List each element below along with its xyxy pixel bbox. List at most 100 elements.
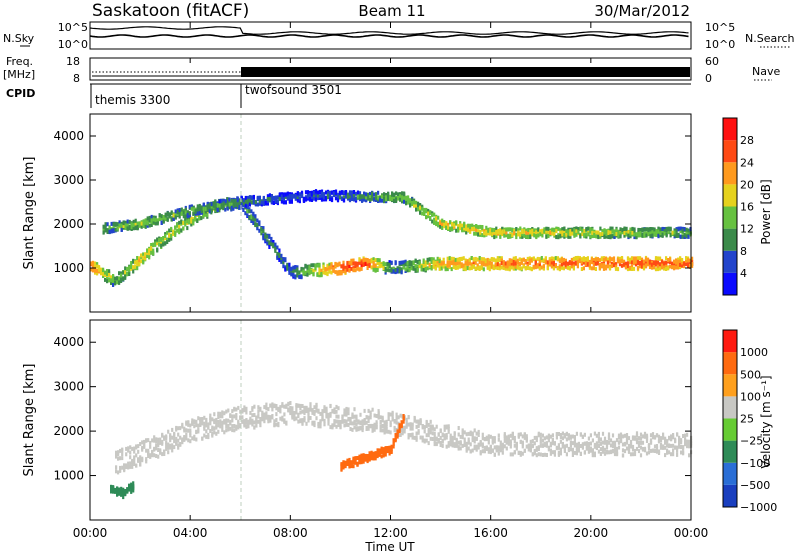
velocity-pixel bbox=[365, 415, 368, 420]
power-pixel bbox=[578, 258, 581, 263]
velocity-pixel bbox=[672, 433, 675, 437]
velocity-pixel bbox=[595, 445, 598, 450]
velocity-pixel bbox=[209, 421, 212, 426]
power-pixel bbox=[511, 233, 514, 237]
velocity-colorbar-tick: −1000 bbox=[740, 501, 777, 514]
velocity-pixel bbox=[215, 431, 218, 436]
velocity-pixel bbox=[647, 444, 651, 449]
velocity-pixel bbox=[128, 484, 131, 489]
power-pixel bbox=[366, 266, 369, 270]
power-pixel bbox=[567, 231, 570, 236]
power-pixel bbox=[576, 255, 579, 260]
power-pixel bbox=[673, 232, 676, 237]
power-pixel bbox=[441, 218, 444, 223]
power-pixel bbox=[643, 227, 646, 232]
power-pixel bbox=[576, 259, 579, 264]
velocity-pixel bbox=[358, 460, 361, 465]
power-pixel bbox=[122, 276, 125, 281]
power-pixel bbox=[583, 229, 586, 234]
velocity-pixel bbox=[467, 446, 470, 451]
velocity-pixel bbox=[475, 431, 478, 436]
velocity-pixel bbox=[116, 489, 119, 494]
power-pixel bbox=[470, 256, 473, 261]
velocity-pixel bbox=[617, 445, 621, 450]
velocity-pixel bbox=[191, 436, 194, 441]
velocity-pixel bbox=[133, 455, 136, 460]
velocity-pixel bbox=[633, 436, 637, 441]
power-pixel bbox=[140, 221, 143, 226]
power-pixel bbox=[90, 261, 93, 266]
velocity-pixel bbox=[313, 411, 316, 416]
velocity-pixel bbox=[672, 448, 675, 453]
power-pixel bbox=[503, 233, 506, 238]
velocity-pixel bbox=[217, 423, 220, 428]
velocity-pixel bbox=[165, 440, 168, 445]
velocity-pixel bbox=[321, 415, 324, 419]
velocity-pixel bbox=[213, 412, 216, 417]
power-pixel bbox=[630, 264, 634, 269]
power-series-1 bbox=[102, 189, 692, 240]
power-pixel bbox=[385, 193, 388, 197]
velocity-pixel bbox=[615, 452, 619, 457]
power-pixel bbox=[304, 264, 307, 269]
power-pixel bbox=[150, 219, 153, 224]
power-pixel bbox=[514, 256, 517, 261]
velocity-pixel bbox=[377, 411, 380, 416]
velocity-pixel bbox=[569, 435, 572, 440]
power-colorbar-frame bbox=[722, 117, 738, 296]
velocity-pixel bbox=[659, 438, 663, 443]
power-pixel bbox=[687, 263, 690, 268]
power-pixel bbox=[290, 267, 293, 272]
velocity-pixel bbox=[261, 410, 264, 415]
velocity-pixel bbox=[307, 418, 310, 423]
power-pixel bbox=[645, 233, 648, 238]
velocity-pixel bbox=[477, 445, 480, 450]
velocity-pixel bbox=[427, 429, 430, 434]
power-pixel bbox=[246, 198, 249, 203]
power-pixel bbox=[298, 275, 301, 279]
power-pixel bbox=[683, 227, 686, 231]
power-pixel bbox=[310, 263, 313, 268]
velocity-pixel bbox=[647, 446, 651, 451]
velocity-pixel bbox=[368, 454, 371, 458]
velocity-pixel bbox=[161, 452, 164, 457]
power-colorbar-tick: 24 bbox=[740, 156, 754, 169]
station-title: Saskatoon (fitACF) bbox=[92, 1, 249, 21]
velocity-pixel bbox=[497, 447, 500, 452]
power-pixel bbox=[286, 191, 289, 196]
power-pixel bbox=[122, 270, 125, 275]
velocity-pixel bbox=[487, 434, 490, 439]
velocity-pixel bbox=[461, 428, 464, 433]
velocity-pixel bbox=[205, 434, 208, 439]
velocity-pixel bbox=[497, 437, 500, 442]
power-pixel bbox=[340, 196, 344, 201]
power-pixel bbox=[320, 268, 323, 273]
power-pixel bbox=[647, 228, 650, 233]
power-pixel bbox=[570, 261, 573, 266]
power-pixel bbox=[326, 195, 330, 200]
velocity-pixel bbox=[686, 439, 689, 444]
power-pixel bbox=[146, 250, 149, 255]
velocity-pixel bbox=[607, 440, 611, 445]
power-pixel bbox=[394, 260, 397, 265]
velocity-pixel bbox=[633, 449, 637, 453]
power-pixel bbox=[555, 229, 558, 234]
power-pixel bbox=[504, 261, 507, 266]
power-pixel bbox=[296, 270, 299, 275]
power-pixel bbox=[469, 225, 472, 230]
velocity-pixel bbox=[467, 431, 470, 436]
power-pixel bbox=[375, 192, 378, 197]
power-pixel bbox=[669, 260, 672, 264]
velocity-pixel bbox=[369, 412, 372, 417]
velocity-pixel bbox=[463, 437, 466, 442]
velocity-pixel bbox=[173, 432, 176, 437]
velocity-pixel bbox=[147, 438, 150, 443]
velocity-pixel bbox=[149, 440, 152, 445]
velocity-pixel bbox=[352, 460, 355, 465]
velocity-pixel bbox=[335, 414, 338, 419]
power-pixel bbox=[392, 269, 395, 274]
power-pixel bbox=[252, 217, 255, 222]
velocity-pixel bbox=[555, 435, 558, 440]
velocity-pixel bbox=[171, 445, 174, 449]
power-pixel bbox=[130, 261, 133, 265]
